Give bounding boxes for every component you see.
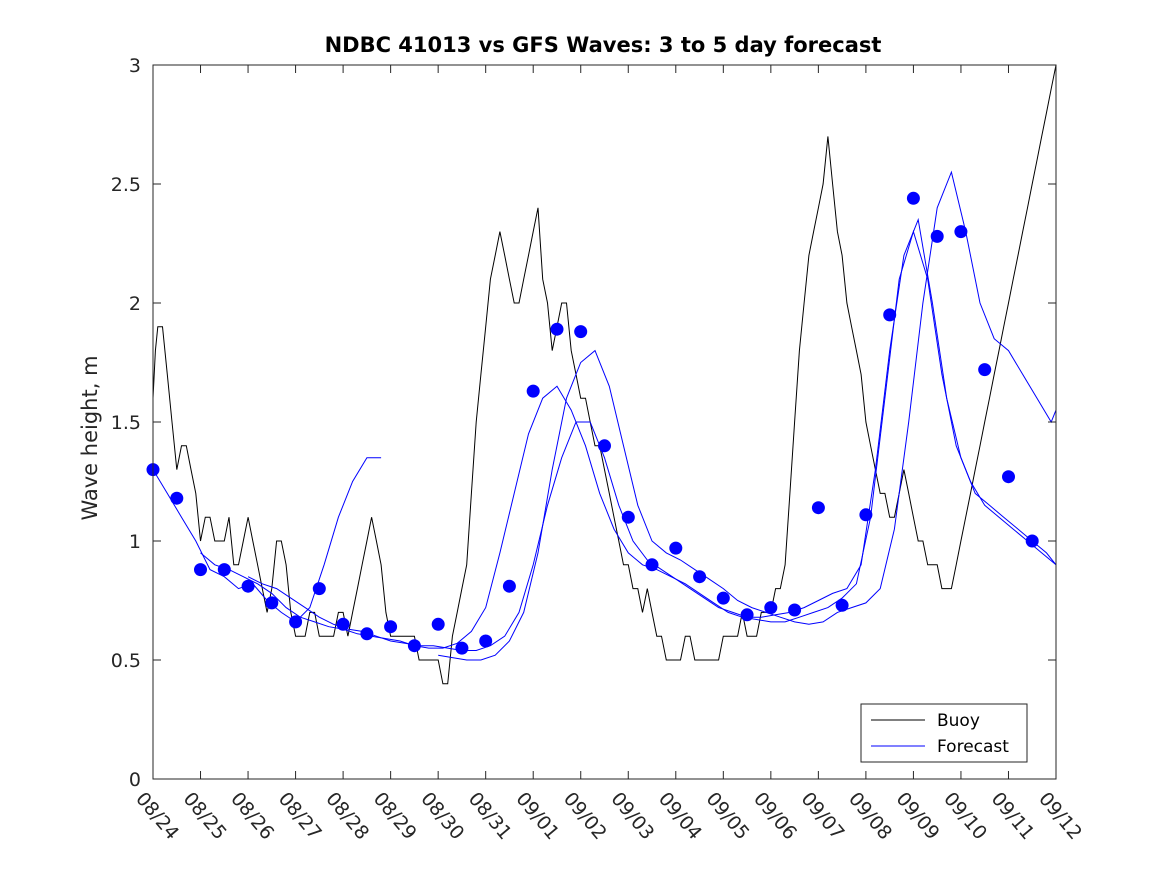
forecast-marker	[930, 229, 944, 243]
forecast-marker	[621, 510, 635, 524]
y-tick-label: 1.5	[111, 412, 141, 434]
forecast-marker	[574, 325, 588, 339]
forecast-marker	[883, 308, 897, 322]
forecast-marker	[217, 563, 231, 577]
y-tick-label: 1	[129, 531, 141, 553]
forecast-marker	[194, 563, 207, 577]
forecast-marker	[265, 596, 279, 610]
forecast-marker	[716, 591, 730, 605]
forecast-marker	[954, 225, 968, 239]
forecast-marker	[598, 439, 611, 453]
forecast-marker	[312, 582, 326, 596]
forecast-marker	[455, 641, 469, 655]
chart-title: NDBC 41013 vs GFS Waves: 3 to 5 day fore…	[325, 33, 882, 57]
y-tick-label: 2.5	[111, 174, 141, 196]
y-tick-label: 2	[129, 293, 141, 315]
forecast-marker	[407, 639, 421, 653]
plot-series	[146, 64, 1057, 685]
legend: Buoy Forecast	[860, 703, 1028, 763]
forecast-marker	[526, 384, 540, 398]
forecast-marker	[550, 322, 564, 336]
y-tick-label: 3	[129, 55, 141, 77]
forecast-marker	[906, 191, 920, 205]
forecast-marker	[788, 603, 802, 617]
forecast-marker	[479, 634, 493, 648]
forecast-marker	[289, 615, 303, 629]
y-axis-label: Wave height, m	[78, 355, 102, 520]
forecast-marker	[645, 558, 659, 572]
y-tick-label: 0	[129, 769, 141, 791]
legend-box	[860, 703, 1028, 763]
forecast-marker	[740, 608, 754, 622]
forecast-marker	[764, 601, 778, 615]
y-tick-label: 0.5	[111, 650, 141, 672]
legend-buoy-label: Buoy	[937, 711, 980, 731]
forecast-marker	[1025, 534, 1039, 548]
forecast-marker	[336, 617, 350, 631]
forecast-marker	[384, 620, 398, 634]
forecast-marker	[835, 598, 849, 612]
forecast-marker	[859, 508, 873, 522]
buoy-series-line	[152, 64, 1057, 685]
forecast-marker	[669, 541, 683, 555]
forecast-marker	[978, 363, 992, 377]
forecast-marker	[502, 579, 516, 593]
forecast-marker	[241, 579, 255, 593]
forecast-marker	[360, 627, 374, 641]
legend-forecast-label: Forecast	[937, 737, 1009, 757]
forecast-marker	[431, 617, 445, 631]
forecast-marker	[1002, 470, 1015, 484]
forecast-marker	[170, 491, 184, 505]
forecast-series-line-4	[438, 170, 1057, 661]
forecast-marker	[693, 570, 707, 584]
forecast-marker	[811, 501, 825, 515]
